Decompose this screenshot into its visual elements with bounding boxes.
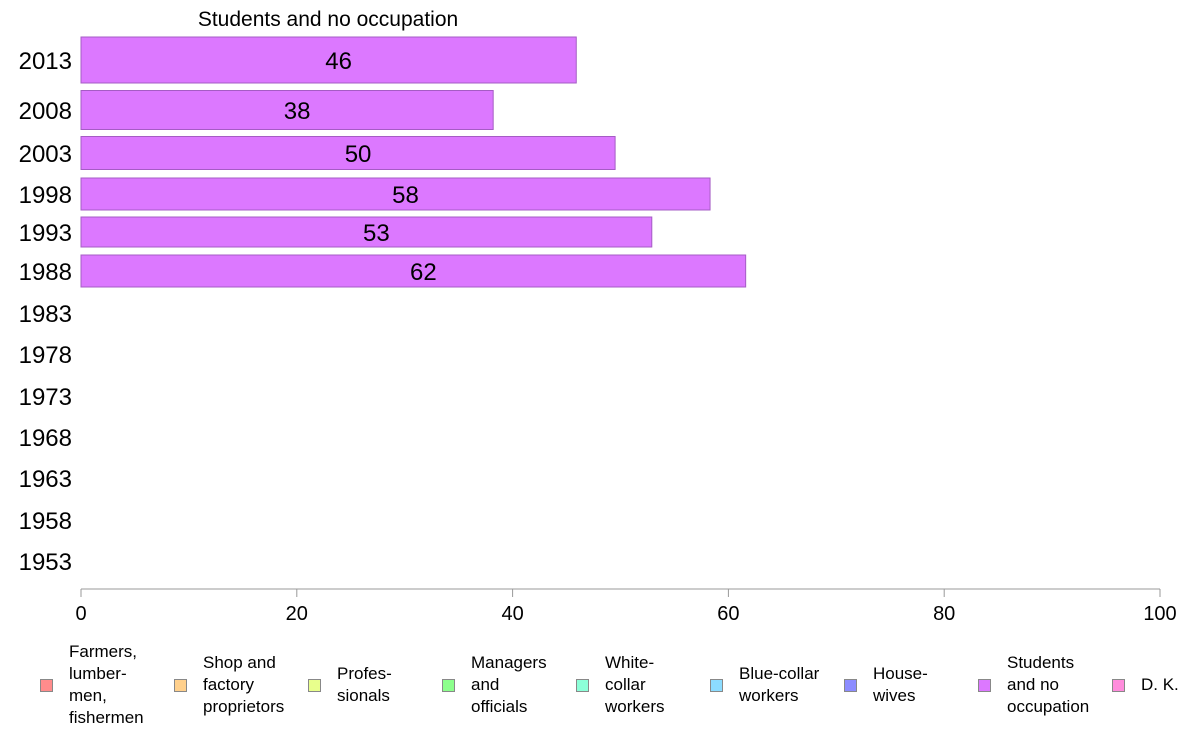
y-tick-label: 1983 [19, 301, 72, 328]
bar-value-label: 38 [284, 98, 311, 125]
bar-value-label: 50 [345, 141, 372, 168]
y-tick-label: 1968 [19, 425, 72, 452]
bar-value-label: 62 [410, 259, 437, 286]
bar-1988 [80, 254, 747, 288]
y-tick-label: 1993 [19, 220, 72, 247]
legend-label: Managers and officials [471, 653, 547, 716]
legend-swatch [978, 678, 991, 692]
y-tick-label: 1973 [19, 384, 72, 411]
legend-label: Shop and factory proprietors [203, 653, 285, 716]
y-tick-label: 1978 [19, 342, 72, 369]
legend-swatch [442, 678, 455, 692]
y-tick-label: 1958 [19, 508, 72, 535]
legend-label: White- collar workers [605, 653, 665, 716]
y-tick-label: 1953 [19, 549, 72, 576]
legend-item: D. K. [1112, 640, 1179, 730]
legend-label: D. K. [1141, 675, 1179, 694]
bar-chart: Students and no occupation 463850585362 … [19, 8, 1177, 625]
bar-value-label: 46 [325, 48, 352, 75]
chart-title: Students and no occupation [198, 8, 458, 31]
y-tick-label: 2008 [19, 98, 72, 125]
bar-value-label: 58 [392, 182, 419, 209]
legend-swatch [576, 678, 589, 692]
legend-swatch [1112, 678, 1125, 692]
bar-2003 [80, 136, 616, 170]
legend-label: Profes- sionals [337, 664, 392, 705]
x-tick-label: 0 [75, 603, 86, 625]
legend-item: Shop and factory proprietors [174, 640, 284, 730]
bar-1998 [80, 177, 711, 211]
y-tick-label: 2013 [19, 48, 72, 75]
legend-swatch [308, 678, 321, 692]
y-tick-label: 1963 [19, 466, 72, 493]
x-tick-label: 80 [933, 603, 955, 625]
y-tick-label: 1998 [19, 182, 72, 209]
x-tick-label: 20 [286, 603, 308, 625]
x-tick-label: 60 [717, 603, 739, 625]
legend-swatch [710, 678, 723, 692]
legend: Farmers, lumber- men, fishermen Shop and … [0, 640, 1188, 730]
bar-2008 [80, 90, 494, 130]
legend-item: Managers and officials [442, 640, 547, 730]
legend-item: Farmers, lumber- men, fishermen [40, 640, 144, 730]
y-tick-label: 1988 [19, 259, 72, 286]
x-tick-label: 100 [1143, 603, 1176, 625]
legend-swatch [174, 678, 187, 692]
legend-item: Blue-collar workers [710, 640, 819, 730]
legend-label: Blue-collar workers [739, 664, 820, 705]
legend-swatch [40, 678, 53, 692]
legend-item: Students and no occupation [978, 640, 1089, 730]
legend-swatch [844, 678, 857, 692]
legend-label: House- wives [873, 664, 928, 705]
legend-label: Students and no occupation [1007, 653, 1090, 716]
legend-item: White- collar workers [576, 640, 665, 730]
y-tick-label: 2003 [19, 141, 72, 168]
x-tick-label: 40 [501, 603, 523, 625]
bar-1993 [80, 216, 653, 248]
bar-2013 [80, 36, 577, 84]
legend-item: House- wives [844, 640, 928, 730]
legend-item: Profes- sionals [308, 640, 392, 730]
legend-label: Farmers, lumber- men, fishermen [69, 642, 144, 727]
bar-value-label: 53 [363, 220, 390, 247]
